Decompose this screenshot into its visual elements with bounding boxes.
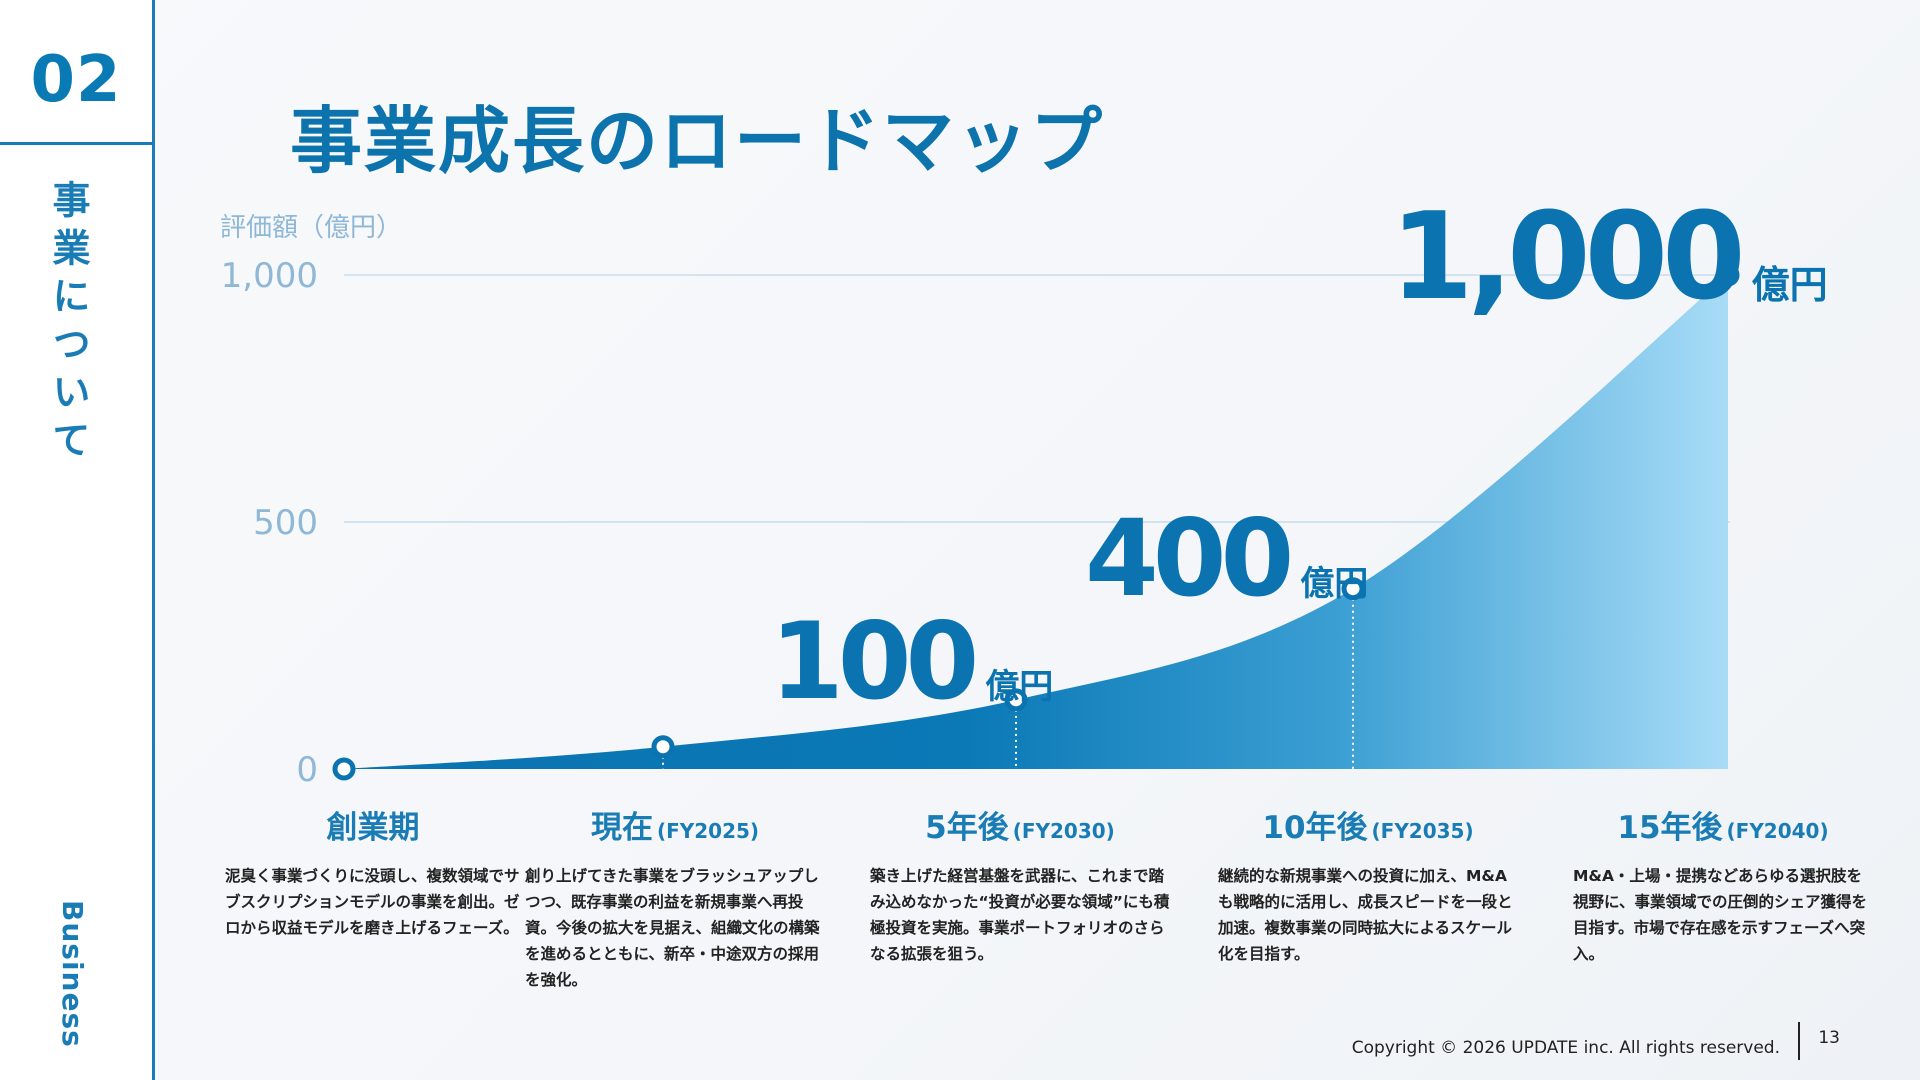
phase-name: 15年後 [1617,810,1723,846]
value-unit: 億円 [1752,263,1828,307]
phase-description: 築き上げた経営基盤を武器に、これまで踏み込めなかった“投資が必要な領域”にも積極… [870,867,1170,963]
phase-column: 15年後 (FY2040) M&A・上場・提携などあらゆる選択肢を視野に、事業領域で… [1573,802,1873,967]
copyright-text: Copyright © 2026 UPDATE inc. All rights … [1351,1038,1780,1058]
value-number: 400 [1085,497,1290,620]
growth-area [344,275,1728,769]
y-tick-label: 500 [253,503,318,543]
data-point-marker [1004,688,1028,712]
phase-column: 創業期泥臭く事業づくりに没頭し、複数領域でサブスクリプションモデルの事業を創出。… [225,802,525,941]
phase-column: 10年後 (FY2035) 継続的な新規事業への投資に加え、M&Aも戦略的に活用し、… [1218,802,1518,967]
y-axis-label: 評価額（億円） [220,213,402,243]
phase-fiscal-year: (FY2025) [656,819,760,843]
section-vertical-title: 事業について [46,180,90,468]
phase-description: 泥臭く事業づくりに没頭し、複数領域でサブスクリプションモデルの事業を創出。ゼロか… [225,867,520,937]
phase-heading: 創業期 [225,802,525,847]
value-number: 1,000 [1390,188,1740,327]
page-title: 事業成長のロードマップ [290,99,1105,183]
phase-heading: 現在 (FY2025) [525,802,825,847]
value-label: 100 億円 [770,600,1053,723]
phase-fiscal-year: (FY2035) [1371,819,1474,843]
phase-heading: 10年後 (FY2035) [1218,802,1518,847]
page-number: 13 [1818,1028,1840,1048]
footer-divider [1798,1022,1800,1060]
data-point-marker [1341,577,1365,601]
data-point-marker [651,735,675,759]
phase-heading: 15年後 (FY2040) [1573,802,1873,847]
data-point-marker [332,757,356,781]
value-label: 1,000 億円 [1390,188,1828,327]
phase-name: 5年後 [925,810,1009,846]
value-unit: 億円 [985,667,1053,707]
data-point-marker [1716,263,1740,287]
phase-description: 創り上げてきた事業をブラッシュアップしつつ、既存事業の利益を新規事業へ再投資。今… [525,867,820,989]
section-number: 02 [0,20,152,145]
phase-description: 継続的な新規事業への投資に加え、M&Aも戦略的に活用し、成長スピードを一段と加速… [1218,867,1513,963]
section-vertical-subtitle: Business [56,900,89,1048]
phase-column: 現在 (FY2025) 創り上げてきた事業をブラッシュアップしつつ、既存事業の利益を… [525,802,825,993]
phase-fiscal-year: (FY2040) [1726,819,1829,843]
phase-name: 現在 [590,810,653,846]
section-sidebar: 02 事業について Business [0,0,155,1080]
y-tick-label: 1,000 [221,256,318,296]
phase-description: M&A・上場・提携などあらゆる選択肢を視野に、事業領域での圧倒的シェア獲得を目指… [1573,867,1868,963]
value-number: 100 [770,600,975,723]
phase-heading: 5年後 (FY2030) [870,802,1170,847]
phase-name: 創業期 [326,810,420,846]
phase-column: 5年後 (FY2030) 築き上げた経営基盤を武器に、これまで踏み込めなかった“投資… [870,802,1170,967]
phase-fiscal-year: (FY2030) [1012,819,1115,843]
phase-name: 10年後 [1262,810,1368,846]
y-tick-label: 0 [296,750,318,790]
value-unit: 億円 [1300,564,1368,604]
value-label: 400 億円 [1085,497,1368,620]
